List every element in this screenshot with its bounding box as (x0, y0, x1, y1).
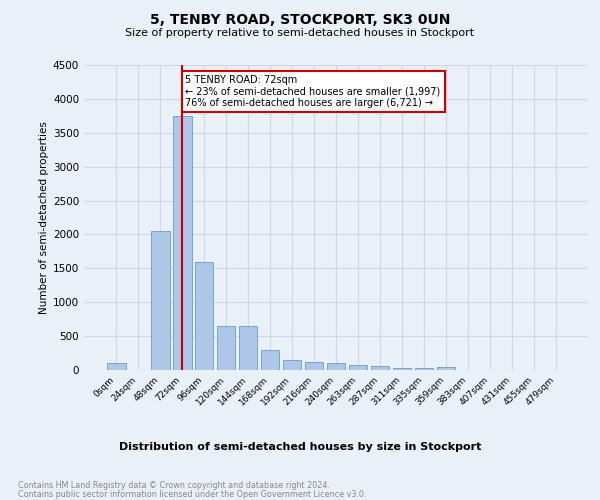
Text: 5 TENBY ROAD: 72sqm
← 23% of semi-detached houses are smaller (1,997)
76% of sem: 5 TENBY ROAD: 72sqm ← 23% of semi-detach… (185, 75, 441, 108)
Bar (392, 368, 411, 370)
Bar (305, 362, 323, 370)
Y-axis label: Number of semi-detached properties: Number of semi-detached properties (39, 121, 49, 314)
Bar (437, 366, 455, 370)
Text: Distribution of semi-detached houses by size in Stockport: Distribution of semi-detached houses by … (119, 442, 481, 452)
Bar (107, 363, 125, 370)
Text: Size of property relative to semi-detached houses in Stockport: Size of property relative to semi-detach… (125, 28, 475, 38)
Bar (283, 360, 301, 370)
Bar (151, 231, 170, 370)
Bar (415, 368, 433, 370)
Bar (371, 366, 389, 370)
Bar (326, 363, 346, 370)
Bar (239, 326, 257, 370)
Bar (349, 365, 367, 370)
Bar (173, 116, 191, 370)
Bar (217, 326, 235, 370)
Text: Contains public sector information licensed under the Open Government Licence v3: Contains public sector information licen… (18, 490, 367, 499)
Bar (195, 262, 214, 370)
Text: 5, TENBY ROAD, STOCKPORT, SK3 0UN: 5, TENBY ROAD, STOCKPORT, SK3 0UN (150, 12, 450, 26)
Text: Contains HM Land Registry data © Crown copyright and database right 2024.: Contains HM Land Registry data © Crown c… (18, 481, 330, 490)
Bar (261, 350, 280, 370)
